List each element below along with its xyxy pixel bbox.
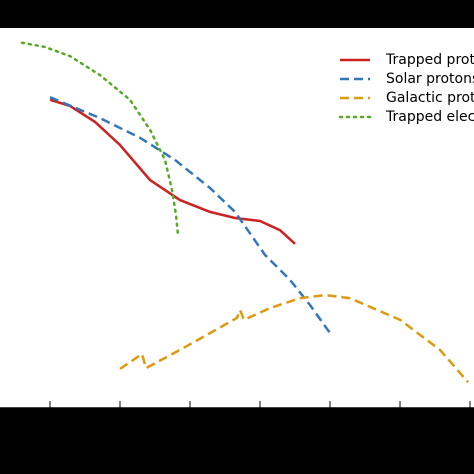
series-line <box>49 96 332 334</box>
legend-label: Solar protons <box>386 71 474 87</box>
series-line <box>49 98 296 245</box>
legend-label: Galactic prot <box>386 90 474 106</box>
series-line <box>20 41 180 237</box>
legend-label: Trapped elec <box>385 109 474 125</box>
legend-label: Trapped prot <box>385 52 474 68</box>
series-line <box>119 293 469 384</box>
